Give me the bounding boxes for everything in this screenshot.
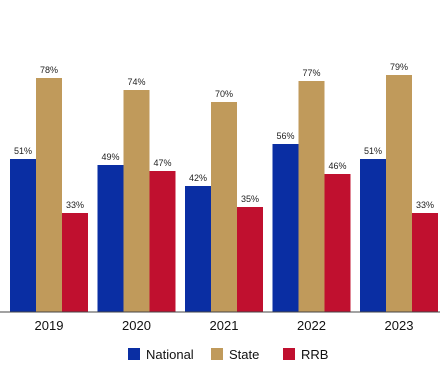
legend-swatch-state	[211, 348, 223, 360]
data-label-national-2020: 49%	[101, 152, 119, 162]
bar-rrb-2019	[62, 213, 88, 312]
data-label-state-2022: 77%	[302, 68, 320, 78]
legend-label-national: National	[146, 347, 194, 362]
data-label-national-2021: 42%	[189, 173, 207, 183]
bar-national-2022	[272, 144, 299, 312]
legend-label-state: State	[229, 347, 259, 362]
bar-rrb-2023	[412, 213, 438, 312]
bar-national-2021	[185, 186, 211, 312]
data-label-state-2021: 70%	[215, 89, 233, 99]
x-axis-ticks: 2019 2020 2021 2022 2023	[35, 318, 414, 333]
bar-national-2023	[360, 159, 386, 312]
data-label-national-2023: 51%	[364, 146, 382, 156]
data-label-rrb-2021: 35%	[241, 194, 259, 204]
data-label-state-2020: 74%	[127, 77, 145, 87]
data-label-state-2023: 79%	[390, 62, 408, 72]
bar-state-2020	[123, 90, 150, 312]
bar-rrb-2021	[237, 207, 263, 312]
bar-state-2023	[386, 75, 412, 312]
bar-rrb-2020	[149, 171, 176, 312]
data-label-rrb-2023: 33%	[416, 200, 434, 210]
bar-national-2020	[97, 165, 124, 312]
data-label-rrb-2019: 33%	[66, 200, 84, 210]
x-tick-label-2020: 2020	[122, 318, 151, 333]
bar-national-2019	[10, 159, 36, 312]
data-label-rrb-2022: 46%	[328, 161, 346, 171]
bar-state-2021	[211, 102, 237, 312]
data-label-national-2022: 56%	[276, 131, 294, 141]
bar-state-2022	[298, 81, 325, 312]
legend-swatch-national	[128, 348, 140, 360]
bar-labels-group: 51% 78% 33% 49% 74% 47% 42% 70% 35% 56% 77% 46% 51% 7…	[14, 62, 434, 210]
legend: National State RRB	[128, 347, 328, 362]
x-tick-label-2023: 2023	[385, 318, 414, 333]
legend-label-rrb: RRB	[301, 347, 328, 362]
data-label-national-2019: 51%	[14, 146, 32, 156]
x-tick-label-2022: 2022	[297, 318, 326, 333]
x-tick-label-2019: 2019	[35, 318, 64, 333]
legend-swatch-rrb	[283, 348, 295, 360]
bar-rrb-2022	[324, 174, 351, 312]
bars-group	[10, 75, 438, 312]
data-label-state-2019: 78%	[40, 65, 58, 75]
bar-state-2019	[36, 78, 62, 312]
data-label-rrb-2020: 47%	[153, 158, 171, 168]
x-tick-label-2021: 2021	[210, 318, 239, 333]
